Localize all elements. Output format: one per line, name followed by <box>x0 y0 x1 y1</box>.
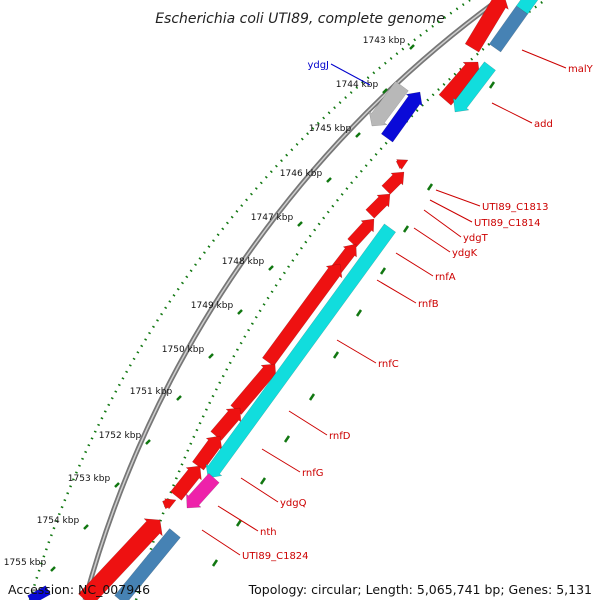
tick-mark <box>402 225 410 233</box>
gene-arrow <box>205 223 397 479</box>
tick-mark <box>326 177 332 183</box>
label-leader-line <box>330 63 371 86</box>
tick-mark <box>235 519 243 527</box>
gene-label: add <box>534 119 553 130</box>
gene-label: rnfD <box>329 431 351 442</box>
label-leader-line <box>240 477 279 503</box>
tick-mark <box>355 309 363 317</box>
gene-arrow <box>464 0 509 53</box>
label-leader-line <box>288 410 328 436</box>
tick-label: 1748 kbp <box>222 257 265 267</box>
gene-label: rnfC <box>378 359 399 370</box>
label-leader-line <box>435 189 481 207</box>
gene-arrow <box>186 472 220 509</box>
gene-arrow <box>380 91 423 143</box>
gene-arrow <box>162 498 177 510</box>
tick-label: 1752 kbp <box>99 431 142 441</box>
tick-label: 1754 kbp <box>37 516 80 526</box>
label-leader-line <box>261 448 301 473</box>
gene-label: rnfA <box>435 272 456 283</box>
gene-label: malY <box>568 64 594 75</box>
gene-label: ydgQ <box>280 498 307 509</box>
tick-mark <box>409 44 415 50</box>
label-leader-line <box>217 505 259 532</box>
tick-mark <box>145 439 151 445</box>
gene-arrow <box>192 435 223 471</box>
tick-mark <box>379 267 387 275</box>
topology-text: Topology: circular; Length: 5,065,741 bp… <box>248 582 592 597</box>
tick-mark <box>83 524 89 530</box>
gene-label: ydgJ <box>307 60 329 71</box>
tick-mark <box>355 132 361 138</box>
tick-mark <box>50 566 56 572</box>
gene-arrow <box>347 218 375 248</box>
gene-label: UTI89_C1824 <box>242 551 309 562</box>
label-leader-line <box>491 102 533 124</box>
gene-arrow <box>368 80 409 127</box>
tick-label: 1743 kbp <box>363 36 406 46</box>
gene-arrow <box>488 5 529 53</box>
tick-marks: 1743 kbp 1744 kbp 1745 kbp 1746 kbp 1747 kbp… <box>4 36 496 572</box>
label-leaders <box>201 49 567 556</box>
tick-label: 1747 kbp <box>251 213 294 223</box>
tick-label: 1753 kbp <box>68 474 111 484</box>
tick-mark <box>237 309 243 315</box>
tick-label: 1750 kbp <box>162 345 205 355</box>
genome-backbone-highlight <box>84 0 499 600</box>
tick-mark <box>208 353 214 359</box>
accession-text: Accession: NC_007946 <box>8 582 151 597</box>
gene-features <box>27 0 539 600</box>
label-leader-line <box>336 339 377 364</box>
tick-mark <box>488 81 496 89</box>
tick-mark <box>268 265 274 271</box>
label-leader-line <box>423 209 462 238</box>
tick-label: 1751 kbp <box>130 387 173 397</box>
tick-mark <box>114 482 120 488</box>
gene-arrow <box>515 0 539 15</box>
gene-arrow <box>114 528 181 600</box>
gene-label: rnfB <box>418 299 439 310</box>
tick-mark <box>308 393 316 401</box>
gene-label: ydgK <box>452 248 478 259</box>
map-title: Escherichia coli UTI89, complete genome <box>155 11 445 27</box>
gene-arrow <box>381 171 405 195</box>
gene-arrow <box>452 61 496 113</box>
tick-mark <box>283 435 291 443</box>
tick-mark <box>297 221 303 227</box>
tick-label: 1746 kbp <box>280 169 323 179</box>
label-leader-line <box>413 227 451 253</box>
label-leader-line <box>521 49 567 69</box>
gene-arrow <box>27 585 51 600</box>
gene-arrow <box>262 263 343 367</box>
gene-label: ydgT <box>463 233 489 244</box>
label-leader-line <box>429 199 473 223</box>
tick-mark <box>332 351 340 359</box>
tick-mark <box>382 88 388 94</box>
gene-label: nth <box>260 527 277 538</box>
tick-label: 1755 kbp <box>4 558 47 568</box>
tick-mark <box>176 395 182 401</box>
gene-label: rnfG <box>302 468 324 479</box>
tick-label: 1744 kbp <box>336 80 379 90</box>
gene-labels: malY add ydgJ UTI89_C1813 UTI89_C1814 ydgT ydg… <box>242 60 594 562</box>
tick-mark <box>259 477 267 485</box>
gene-arrow <box>78 518 163 600</box>
gene-arrow <box>395 159 409 170</box>
tick-mark <box>426 183 434 191</box>
gene-label: UTI89_C1813 <box>482 202 549 213</box>
tick-label: 1745 kbp <box>309 124 352 134</box>
gene-arrow <box>210 407 242 441</box>
gene-arrow <box>170 465 202 501</box>
gene-arrow <box>365 193 391 219</box>
gene-label: UTI89_C1814 <box>474 218 541 229</box>
tick-label: 1749 kbp <box>191 301 234 311</box>
tick-mark <box>211 559 219 567</box>
label-leader-line <box>376 279 417 304</box>
label-leader-line <box>395 252 434 277</box>
label-leader-line <box>201 529 241 556</box>
